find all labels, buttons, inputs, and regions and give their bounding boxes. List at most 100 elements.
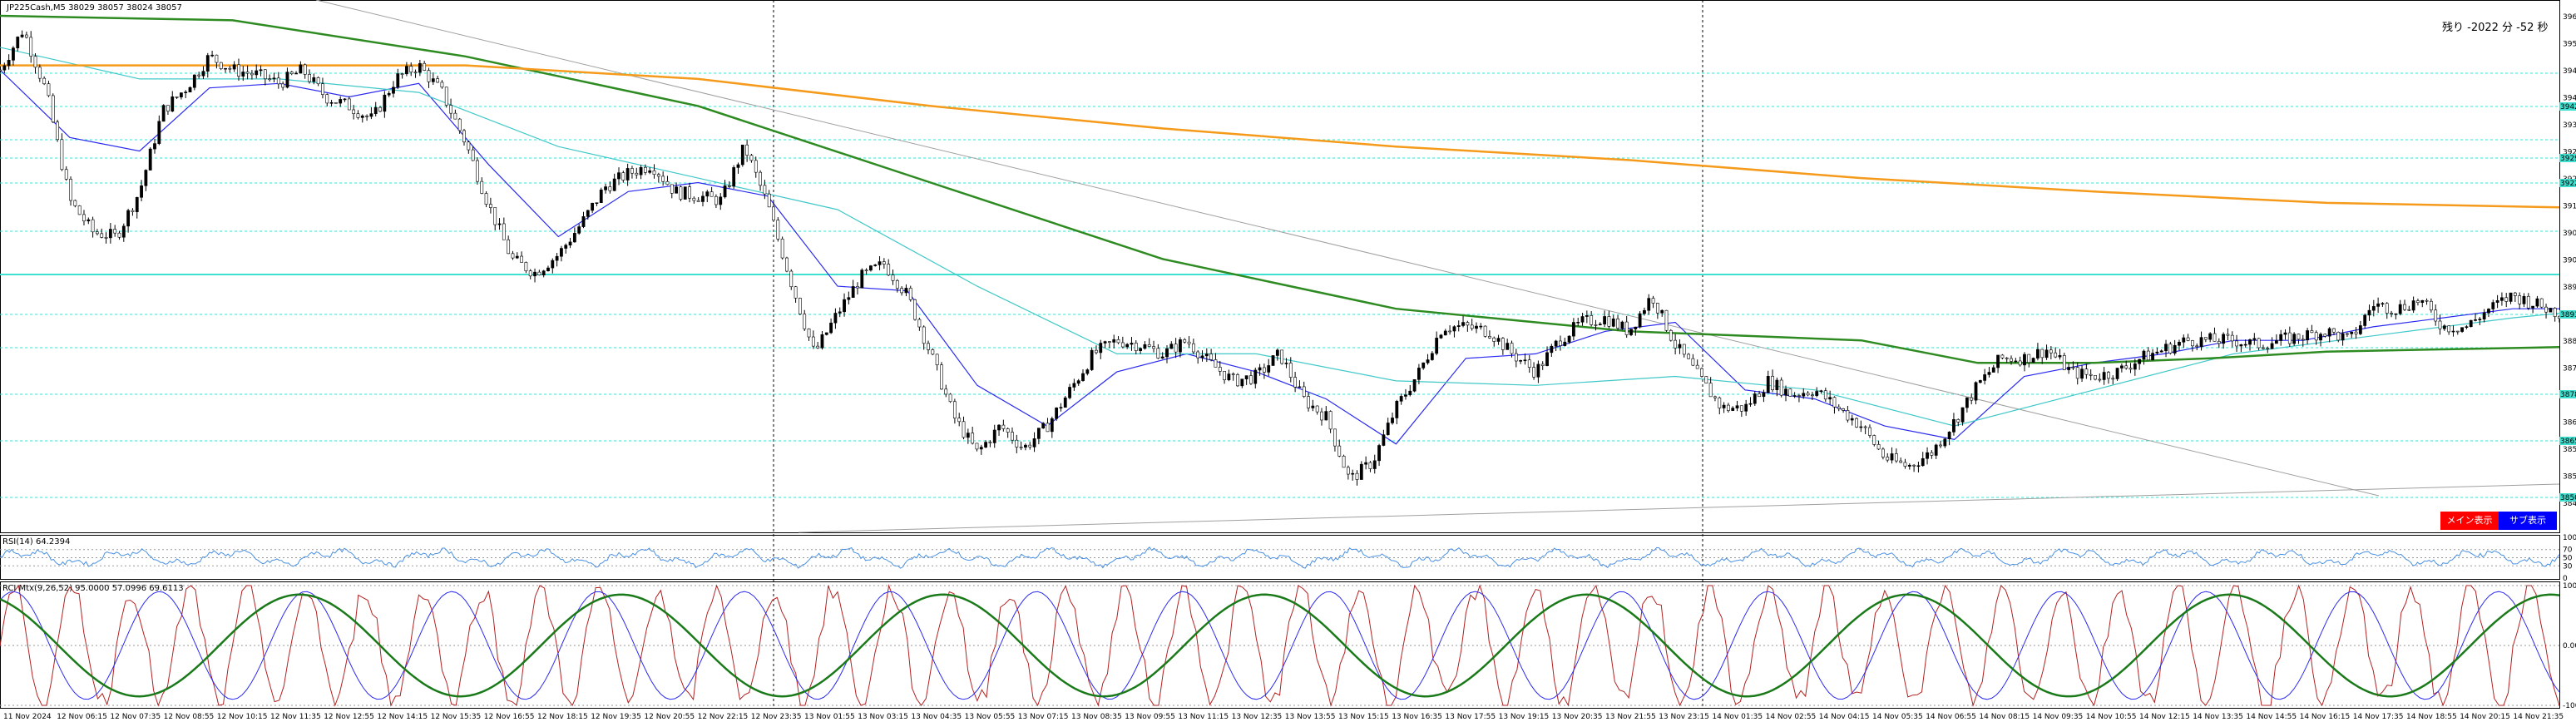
candle-body [2434,309,2438,322]
candle-body [864,270,868,271]
candle-body [1130,343,1134,345]
candle-body [843,299,846,313]
candle-body [1629,329,1633,335]
candle-body [457,118,462,131]
candle-body [2230,334,2234,342]
candle-body [2199,337,2203,348]
price-tag-label: 39220 [2560,180,2576,188]
candle-body [476,160,479,182]
candle-body [1036,428,1041,439]
candle-body [1669,329,1673,341]
time-axis-label: 12 Nov 07:35 [110,713,161,721]
rci-axis-label: 100 [2563,582,2576,591]
candle-body [2023,354,2026,366]
candle-body [1643,309,1646,314]
candle-body [1364,462,1368,465]
candle-body [201,71,205,77]
time-axis-label: 13 Nov 07:15 [1018,713,1069,721]
candle-body [1590,315,1594,325]
time-axis-label: 14 Nov 01:35 [1712,713,1763,721]
candle-body [2425,299,2429,302]
time-axis-label: 14 Nov 04:15 [1819,713,1870,721]
candle-body [1664,309,1669,331]
time-axis-label: 14 Nov 16:15 [2300,713,2351,721]
candle-body [2133,363,2137,370]
candle-body [2478,319,2482,320]
candle-body [675,186,678,194]
main-display-button[interactable]: メイン表示 [2440,512,2499,530]
candle-body [851,286,855,298]
candle-body [2235,340,2238,347]
candle-body [1404,394,1407,397]
candle-body [1209,354,1214,360]
candle-body [436,78,440,83]
candle-body [210,54,214,57]
candle-body [47,83,51,96]
candle-body [294,72,298,75]
candle-body [1983,374,1987,381]
candle-body [2416,300,2420,304]
candle-body [96,231,99,235]
candle-body [621,172,625,180]
time-axis-label: 13 Nov 12:35 [1232,713,1283,721]
candle-body [1727,404,1730,411]
price-axis-label: 38509 [2563,473,2576,482]
candle-body [135,196,139,212]
candle-body [1788,388,1792,397]
candle-body [2451,330,2455,333]
candle-body [625,168,630,180]
candle-body [1996,354,2000,368]
candle-body [1342,455,1346,468]
candle-body [369,113,373,117]
price-axis-label: 39484 [2563,67,2576,76]
price-tag-label: 38651 [2560,438,2576,446]
candle-body [803,314,807,329]
candle-body [604,186,607,190]
candle-body [1850,418,1854,421]
candle-body [555,255,559,261]
candle-body [740,144,744,166]
candle-body [2203,337,2208,340]
candle-body [1974,382,1978,401]
candle-body [1204,354,1209,357]
candle-body [1970,397,1974,401]
candle-body [1731,408,1735,411]
candle-body [2005,357,2009,359]
sub-display-button[interactable]: サブ表示 [2499,512,2557,530]
candle-body [2138,359,2142,364]
grid-layer [0,0,2560,709]
candle-body [1886,457,1890,461]
candle-body [560,248,563,257]
candle-body [1815,391,1819,396]
candle-body [2376,303,2381,307]
candle-body [1939,444,1942,447]
candle-body [197,74,201,77]
candle-body [1068,387,1071,398]
candle-body [1143,344,1147,349]
candle-body [2040,349,2044,359]
candle-body [2080,368,2084,379]
candle-body [1244,375,1248,379]
time-axis-label: 14 Nov 06:55 [1926,713,1976,721]
candle-body [869,265,873,271]
candle-body [2151,353,2154,361]
candle-body [2385,303,2389,314]
time-axis-label: 13 Nov 04:35 [911,713,962,721]
candle-body [1779,379,1783,396]
candle-body [1748,403,1753,405]
candle-body [1448,330,1452,333]
candle-body [131,210,135,212]
candle-body [1090,349,1094,370]
candle-body [1580,316,1585,323]
candle-body [1218,367,1222,372]
candle-body [533,271,536,277]
candle-body [1855,418,1858,428]
time-axis-label: 14 Nov 12:15 [2139,713,2190,721]
price-axis-label: 38574 [2563,446,2576,454]
candle-body [1682,344,1686,355]
candle-body [816,345,820,349]
candle-body [656,174,660,177]
time-axis-label: 12 Nov 20:55 [644,713,695,721]
